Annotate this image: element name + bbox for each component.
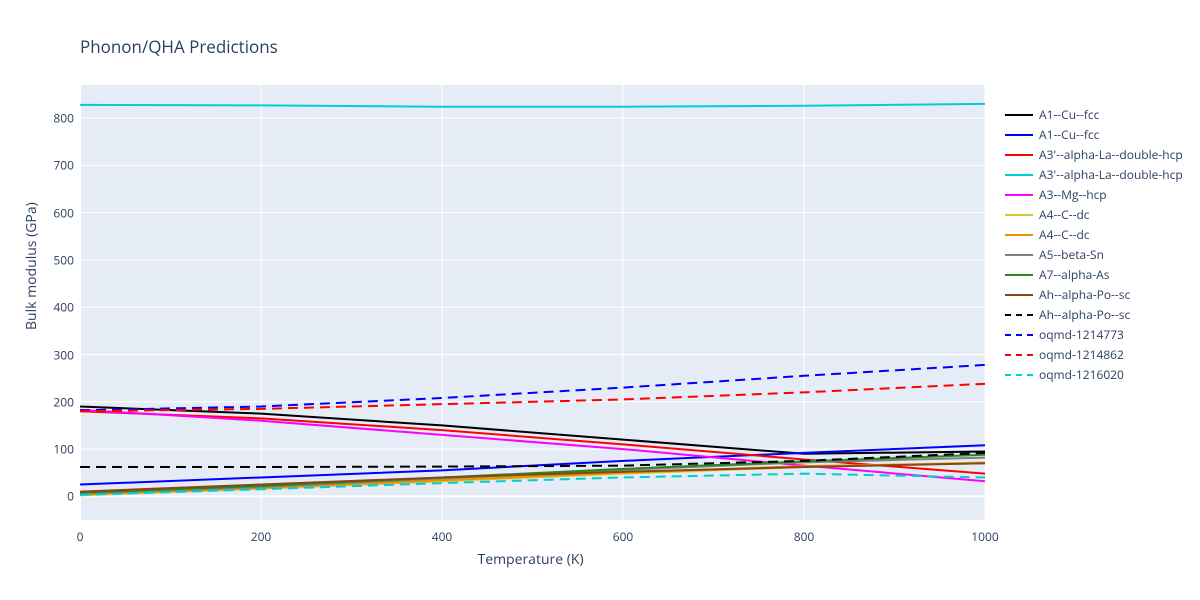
x-tick-label: 1000 bbox=[971, 528, 998, 545]
y-tick-label: 600 bbox=[44, 204, 74, 221]
legend-swatch bbox=[1005, 374, 1033, 376]
y-tick-label: 100 bbox=[44, 441, 74, 458]
legend-item[interactable]: oqmd-1214862 bbox=[1005, 345, 1183, 365]
legend-label: A4--C--dc bbox=[1039, 205, 1090, 225]
legend-label: A7--alpha-As bbox=[1039, 265, 1109, 285]
legend-label: A3'--alpha-La--double-hcp bbox=[1039, 165, 1183, 185]
legend-swatch bbox=[1005, 194, 1033, 196]
legend-swatch bbox=[1005, 154, 1033, 156]
legend-swatch bbox=[1005, 294, 1033, 296]
legend-swatch bbox=[1005, 314, 1033, 316]
legend-swatch bbox=[1005, 354, 1033, 356]
x-axis-label: Temperature (K) bbox=[478, 550, 584, 569]
legend-item[interactable]: A3'--alpha-La--double-hcp bbox=[1005, 145, 1183, 165]
y-tick-label: 500 bbox=[44, 251, 74, 268]
legend-label: A1--Cu--fcc bbox=[1039, 105, 1099, 125]
legend-label: A3--Mg--hcp bbox=[1039, 185, 1107, 205]
legend-item[interactable]: A3'--alpha-La--double-hcp bbox=[1005, 165, 1183, 185]
y-tick-label: 0 bbox=[44, 488, 74, 505]
legend-item[interactable]: Ah--alpha-Po--sc bbox=[1005, 305, 1183, 325]
y-tick-label: 300 bbox=[44, 346, 74, 363]
legend-label: oqmd-1216020 bbox=[1039, 365, 1124, 385]
legend-swatch bbox=[1005, 234, 1033, 236]
legend-swatch bbox=[1005, 134, 1033, 136]
legend-swatch bbox=[1005, 334, 1033, 336]
legend-item[interactable]: A5--beta-Sn bbox=[1005, 245, 1183, 265]
legend-label: A5--beta-Sn bbox=[1039, 245, 1104, 265]
legend-swatch bbox=[1005, 174, 1033, 176]
legend-item[interactable]: oqmd-1216020 bbox=[1005, 365, 1183, 385]
x-tick-label: 800 bbox=[794, 528, 815, 545]
legend-label: Ah--alpha-Po--sc bbox=[1039, 285, 1130, 305]
legend-swatch bbox=[1005, 214, 1033, 216]
y-tick-label: 800 bbox=[44, 110, 74, 127]
x-tick-label: 200 bbox=[251, 528, 272, 545]
y-tick-label: 700 bbox=[44, 157, 74, 174]
legend-item[interactable]: A4--C--dc bbox=[1005, 205, 1183, 225]
y-tick-label: 400 bbox=[44, 299, 74, 316]
legend-label: oqmd-1214862 bbox=[1039, 345, 1124, 365]
x-tick-label: 600 bbox=[613, 528, 634, 545]
legend-swatch bbox=[1005, 274, 1033, 276]
legend-item[interactable]: A7--alpha-As bbox=[1005, 265, 1183, 285]
x-tick-label: 400 bbox=[432, 528, 453, 545]
legend-swatch bbox=[1005, 114, 1033, 116]
legend-item[interactable]: A4--C--dc bbox=[1005, 225, 1183, 245]
legend-label: Ah--alpha-Po--sc bbox=[1039, 305, 1130, 325]
legend-item[interactable]: A3--Mg--hcp bbox=[1005, 185, 1183, 205]
legend-item[interactable]: oqmd-1214773 bbox=[1005, 325, 1183, 345]
legend-item[interactable]: Ah--alpha-Po--sc bbox=[1005, 285, 1183, 305]
legend: A1--Cu--fccA1--Cu--fccA3'--alpha-La--dou… bbox=[1005, 105, 1183, 385]
legend-label: A1--Cu--fcc bbox=[1039, 125, 1099, 145]
legend-label: A4--C--dc bbox=[1039, 225, 1090, 245]
y-tick-label: 200 bbox=[44, 393, 74, 410]
x-tick-label: 0 bbox=[77, 528, 84, 545]
legend-label: A3'--alpha-La--double-hcp bbox=[1039, 145, 1183, 165]
legend-swatch bbox=[1005, 254, 1033, 256]
legend-item[interactable]: A1--Cu--fcc bbox=[1005, 105, 1183, 125]
legend-label: oqmd-1214773 bbox=[1039, 325, 1124, 345]
legend-item[interactable]: A1--Cu--fcc bbox=[1005, 125, 1183, 145]
